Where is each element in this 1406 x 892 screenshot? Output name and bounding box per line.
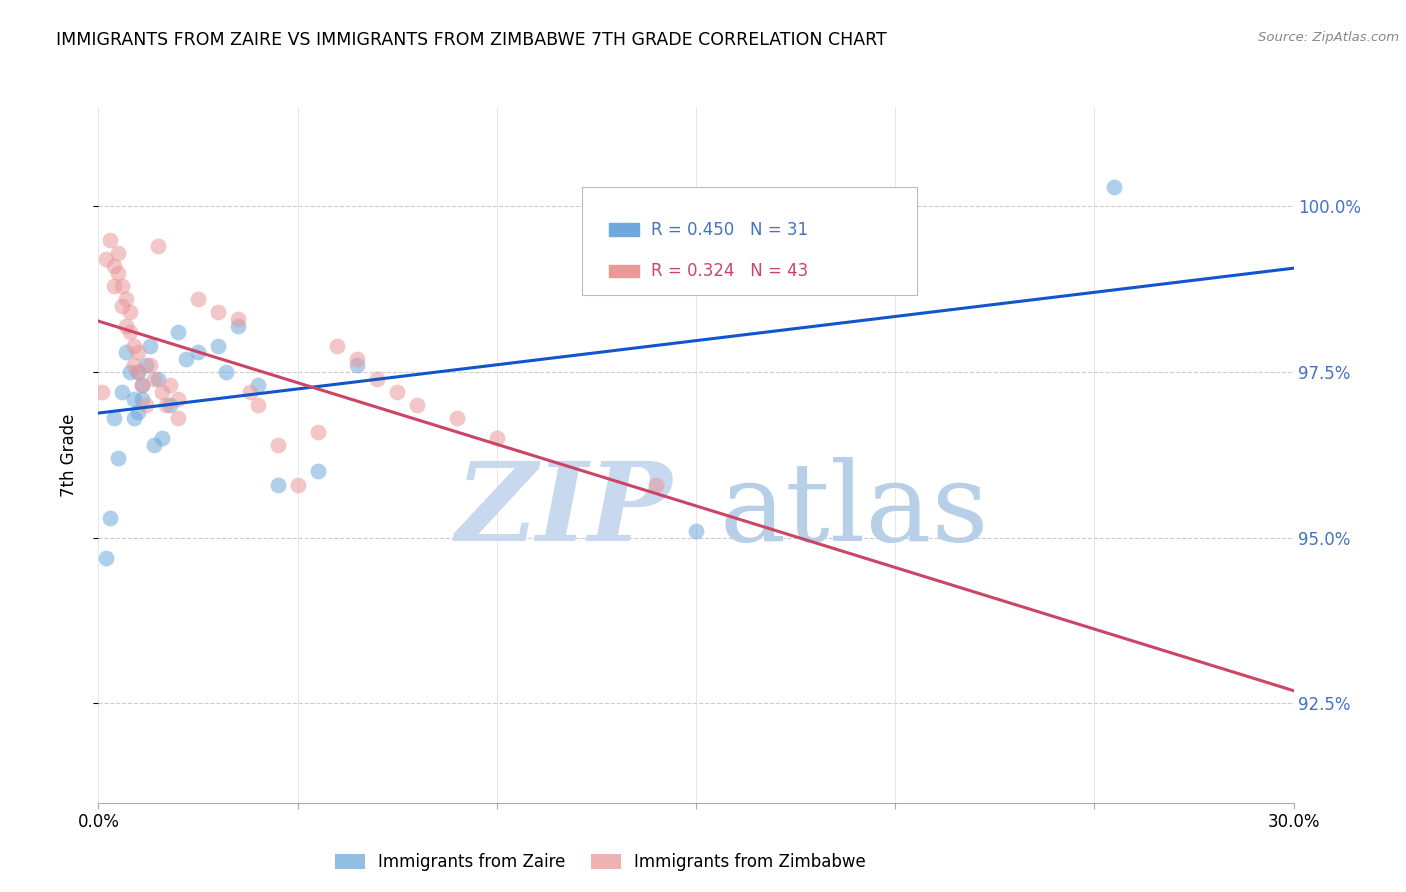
Point — [107, 451, 129, 466]
Point — [131, 392, 153, 406]
Point — [159, 378, 181, 392]
Point — [267, 438, 290, 452]
Point — [148, 372, 170, 386]
Point — [103, 259, 125, 273]
Point — [246, 398, 269, 412]
Point — [107, 266, 129, 280]
Point — [226, 318, 249, 333]
Point — [226, 312, 249, 326]
Point — [167, 392, 190, 406]
Point — [139, 359, 162, 373]
Point — [446, 411, 468, 425]
Text: IMMIGRANTS FROM ZAIRE VS IMMIGRANTS FROM ZIMBABWE 7TH GRADE CORRELATION CHART: IMMIGRANTS FROM ZAIRE VS IMMIGRANTS FROM… — [56, 31, 887, 49]
Point — [115, 318, 138, 333]
Point — [124, 359, 146, 373]
Point — [307, 425, 329, 439]
Point — [98, 233, 122, 247]
Text: Source: ZipAtlas.com: Source: ZipAtlas.com — [1258, 31, 1399, 45]
Point — [135, 359, 157, 373]
Point — [685, 524, 707, 538]
Point — [287, 477, 309, 491]
Point — [143, 438, 166, 452]
Point — [124, 411, 146, 425]
Point — [120, 305, 142, 319]
Point — [103, 279, 125, 293]
Point — [406, 398, 429, 412]
Point — [143, 372, 166, 386]
Point — [96, 550, 118, 565]
Point — [246, 378, 269, 392]
Point — [135, 398, 157, 412]
Point — [207, 305, 229, 319]
Point — [124, 392, 146, 406]
Point — [91, 384, 114, 399]
Point — [120, 326, 142, 340]
Point — [139, 338, 162, 352]
Point — [131, 378, 153, 392]
Point — [127, 365, 149, 379]
Point — [174, 351, 197, 366]
Text: atlas: atlas — [720, 457, 990, 564]
Point — [115, 292, 138, 306]
Point — [187, 345, 209, 359]
Point — [111, 299, 134, 313]
Bar — [609, 223, 638, 236]
FancyBboxPatch shape — [582, 187, 917, 295]
Point — [111, 279, 134, 293]
Point — [107, 245, 129, 260]
Point — [98, 511, 122, 525]
Point — [267, 477, 290, 491]
Point — [115, 345, 138, 359]
Point — [239, 384, 262, 399]
Point — [120, 365, 142, 379]
Text: R = 0.324   N = 43: R = 0.324 N = 43 — [651, 262, 808, 280]
Point — [385, 384, 409, 399]
Point — [207, 338, 229, 352]
Point — [346, 351, 368, 366]
Point — [159, 398, 181, 412]
Point — [124, 338, 146, 352]
Point — [111, 384, 134, 399]
Bar — [609, 265, 638, 277]
Text: ZIP: ZIP — [456, 457, 672, 565]
Point — [366, 372, 388, 386]
Y-axis label: 7th Grade: 7th Grade — [59, 413, 77, 497]
Point — [187, 292, 209, 306]
Point — [127, 365, 149, 379]
Point — [155, 398, 177, 412]
Point — [131, 378, 153, 392]
Point — [326, 338, 349, 352]
Text: R = 0.450   N = 31: R = 0.450 N = 31 — [651, 220, 808, 239]
Point — [215, 365, 238, 379]
Point — [167, 411, 190, 425]
Point — [1104, 179, 1126, 194]
Point — [150, 384, 173, 399]
Point — [645, 477, 668, 491]
Point — [307, 465, 329, 479]
Point — [103, 411, 125, 425]
Point — [485, 431, 508, 445]
Point — [96, 252, 118, 267]
Legend: Immigrants from Zaire, Immigrants from Zimbabwe: Immigrants from Zaire, Immigrants from Z… — [335, 853, 866, 871]
Point — [148, 239, 170, 253]
Point — [167, 326, 190, 340]
Point — [150, 431, 173, 445]
Point — [346, 359, 368, 373]
Point — [127, 405, 149, 419]
Point — [127, 345, 149, 359]
